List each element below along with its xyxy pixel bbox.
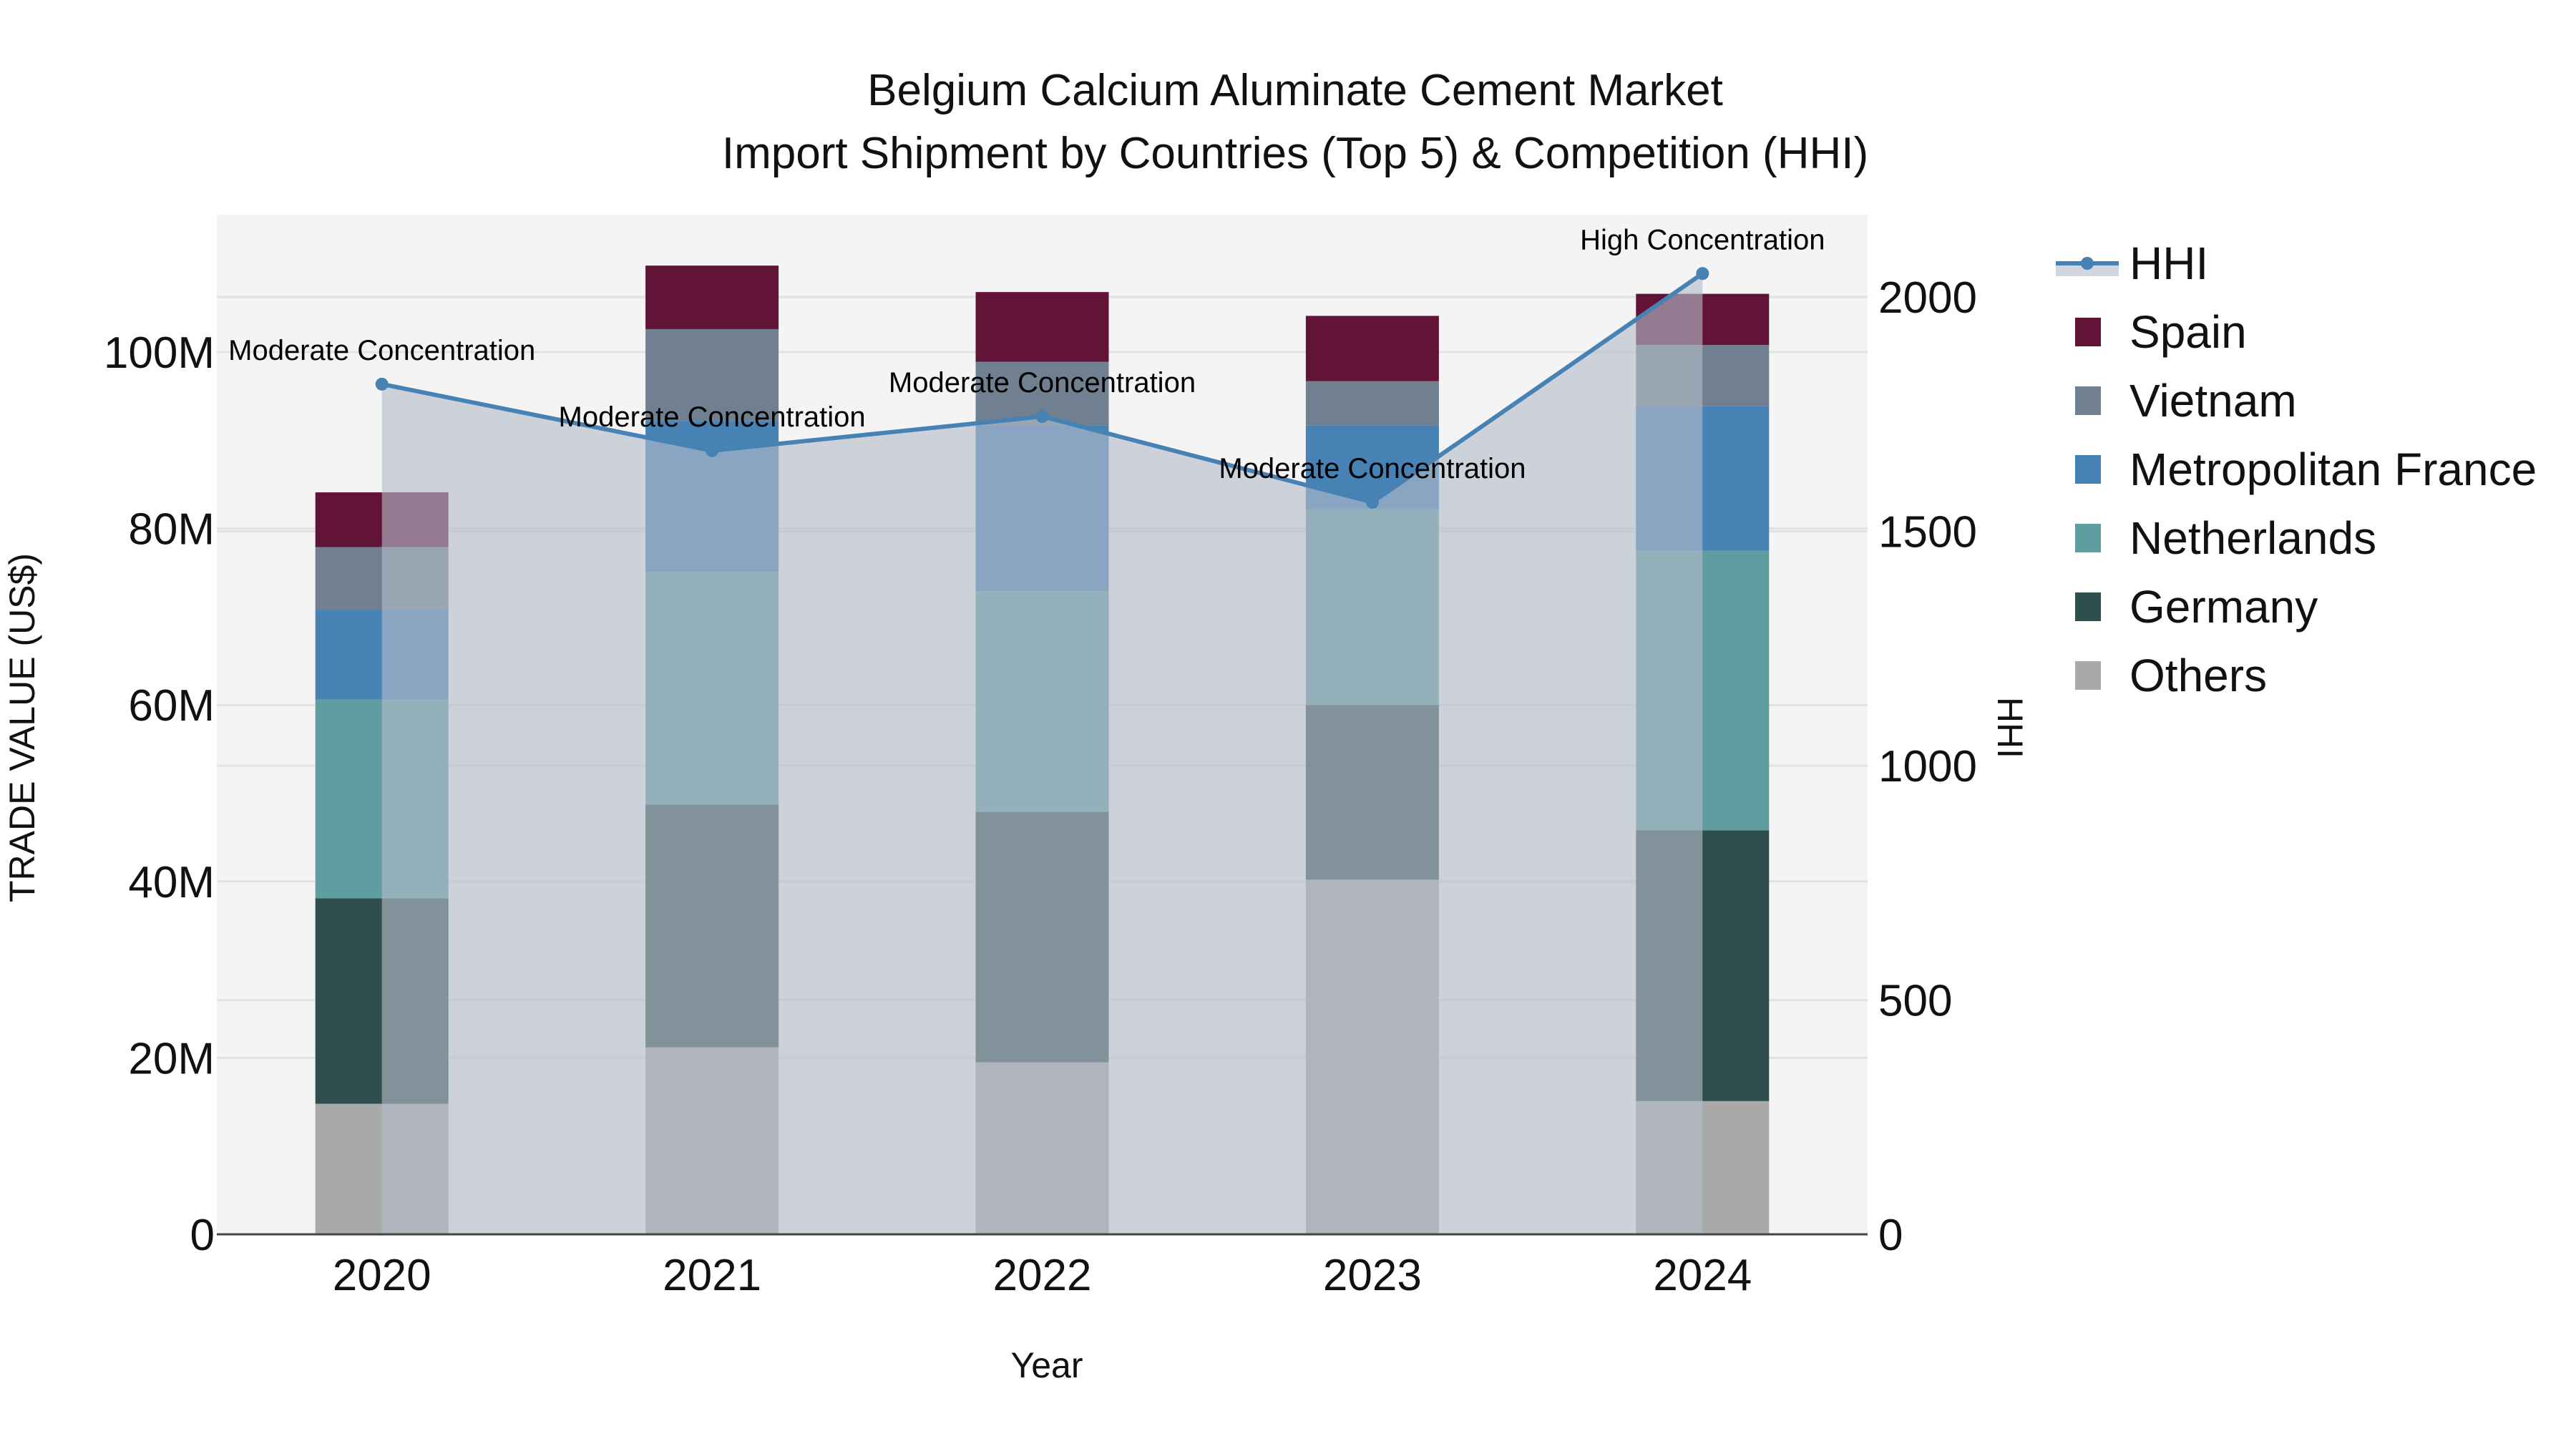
x-tick-label: 2022 xyxy=(993,1251,1092,1300)
hhi-marker[interactable] xyxy=(375,377,389,391)
legend-item-vietnam[interactable]: Vietnam xyxy=(2075,375,2297,426)
y-left-tick-label: 60M xyxy=(128,681,215,731)
chart-title-line2: Import Shipment by Countries (Top 5) & C… xyxy=(722,129,1868,178)
bar-segment-vietnam[interactable] xyxy=(645,328,779,421)
x-tick-label: 2020 xyxy=(333,1251,431,1300)
y-left-tick-label: 20M xyxy=(128,1034,215,1083)
legend-swatch-icon xyxy=(2075,524,2101,552)
legend-item-metropolitan-france[interactable]: Metropolitan France xyxy=(2075,444,2537,495)
chart-title-line1: Belgium Calcium Aluminate Cement Market xyxy=(867,66,1723,115)
y-right-tick-label: 1000 xyxy=(1878,742,1977,791)
legend-label: Germany xyxy=(2129,581,2318,633)
legend-label: Spain xyxy=(2129,306,2247,358)
legend-swatch-icon xyxy=(2075,386,2101,415)
legend-swatch-icon xyxy=(2075,318,2101,346)
y-right-tick-label: 0 xyxy=(1878,1211,1903,1260)
bar-segment-spain[interactable] xyxy=(975,292,1109,362)
legend-item-netherlands[interactable]: Netherlands xyxy=(2075,512,2376,564)
x-tick-label: 2024 xyxy=(1653,1251,1752,1300)
hhi-annotation: Moderate Concentration xyxy=(889,367,1196,399)
legend-swatch-icon xyxy=(2075,661,2101,690)
y-right-tick-label: 500 xyxy=(1878,977,1952,1026)
x-tick-label: 2021 xyxy=(663,1251,761,1300)
y-axis-right-title: HHI xyxy=(1990,697,2030,758)
legend-label: Vietnam xyxy=(2129,375,2297,426)
legend-item-hhi[interactable]: HHI xyxy=(2056,238,2208,289)
y-axis-right: 0 500 1000 1500 2000 xyxy=(1878,273,1977,1260)
bar-segment-vietnam[interactable] xyxy=(1305,381,1439,426)
x-axis-title: Year xyxy=(1010,1345,1083,1385)
legend-item-germany[interactable]: Germany xyxy=(2075,581,2318,633)
y-left-tick-label: 0 xyxy=(190,1211,215,1260)
legend-swatch-icon xyxy=(2075,592,2101,621)
legend-item-spain[interactable]: Spain xyxy=(2075,306,2247,358)
x-axis-ticks: 2020 2021 2022 2023 2024 xyxy=(333,1251,1752,1300)
y-left-tick-label: 80M xyxy=(128,505,215,555)
legend-marker-icon xyxy=(2081,257,2094,270)
y-right-tick-label: 1500 xyxy=(1878,508,1977,557)
y-left-tick-label: 40M xyxy=(128,858,215,907)
legend-swatch-icon xyxy=(2075,455,2101,484)
legend-item-others[interactable]: Others xyxy=(2075,650,2267,701)
hhi-marker[interactable] xyxy=(1035,410,1049,424)
hhi-marker[interactable] xyxy=(1696,267,1709,280)
legend-label: Metropolitan France xyxy=(2129,444,2537,495)
hhi-series xyxy=(375,267,1709,1234)
hhi-marker[interactable] xyxy=(1365,495,1379,509)
hhi-annotation: High Concentration xyxy=(1580,224,1825,255)
x-tick-label: 2023 xyxy=(1323,1251,1422,1300)
hhi-annotation: Moderate Concentration xyxy=(228,335,535,366)
hhi-annotation: Moderate Concentration xyxy=(1219,453,1526,484)
legend-label: HHI xyxy=(2129,238,2208,289)
legend-label: Netherlands xyxy=(2129,512,2376,564)
y-left-tick-label: 100M xyxy=(104,328,215,378)
hhi-annotation: Moderate Concentration xyxy=(559,401,866,433)
hhi-annotations: Moderate Concentration Moderate Concentra… xyxy=(228,224,1825,484)
y-axis-left-title: TRADE VALUE (US$) xyxy=(2,553,42,902)
hhi-area-fill xyxy=(381,273,1703,1234)
y-axis-left: 0 20M 40M 60M 80M 100M xyxy=(104,328,215,1260)
legend: HHI Spain Vietnam Metropolitan France Nether… xyxy=(2056,238,2537,701)
bar-segment-spain[interactable] xyxy=(645,265,779,329)
y-right-tick-label: 2000 xyxy=(1878,273,1977,323)
legend-label: Others xyxy=(2129,650,2267,701)
bar-segment-spain[interactable] xyxy=(1305,316,1439,381)
hhi-marker[interactable] xyxy=(706,444,719,457)
